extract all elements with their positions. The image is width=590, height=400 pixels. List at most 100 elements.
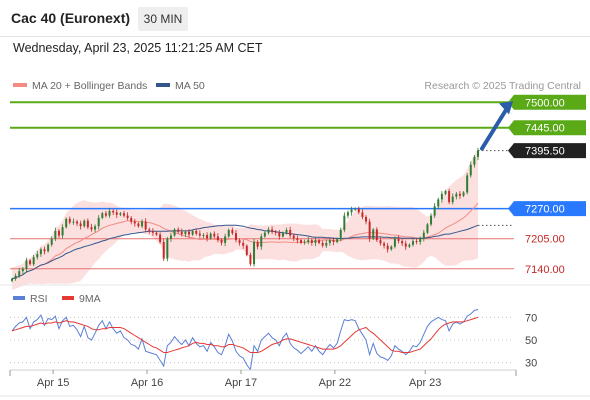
- candle-body: [97, 217, 100, 227]
- candle-body: [469, 164, 472, 176]
- candle-body: [90, 227, 93, 230]
- candle-body: [386, 245, 389, 250]
- candle-body: [36, 254, 39, 258]
- candle-body: [458, 193, 461, 196]
- candle-body: [393, 238, 396, 247]
- candle-body: [274, 231, 277, 233]
- candle-body: [83, 220, 86, 227]
- candle-body: [354, 208, 357, 210]
- level-label-1: 7445.00: [525, 123, 565, 135]
- legend-ma50-label: MA 50: [175, 80, 205, 92]
- candle-body: [451, 196, 454, 203]
- x-tick-label-1: Apr 16: [131, 377, 163, 389]
- candle-body: [112, 210, 115, 213]
- candle-body: [325, 242, 328, 246]
- candle-body: [238, 240, 241, 243]
- candle-body: [177, 229, 180, 232]
- level-label-5: 7140.00: [525, 264, 565, 276]
- candle-body: [260, 236, 263, 247]
- legend-rsi: RSI: [13, 293, 48, 305]
- candle-body: [166, 238, 169, 259]
- candle-body: [307, 240, 310, 242]
- candle-body: [47, 244, 50, 252]
- candle-body: [234, 233, 237, 241]
- candle-body: [126, 215, 129, 218]
- forecast-arrow-head: [499, 101, 513, 115]
- candle-body: [206, 235, 209, 239]
- candle-body: [296, 238, 299, 241]
- level-tag-3: [508, 201, 586, 217]
- candle-body: [169, 235, 172, 239]
- candle-body: [159, 234, 162, 242]
- candle-body: [473, 156, 476, 165]
- candle-body: [122, 213, 125, 216]
- candle-body: [372, 229, 375, 239]
- candle-body: [220, 240, 223, 243]
- candle-body: [191, 230, 194, 235]
- candle-body: [477, 150, 479, 157]
- candle-body: [379, 240, 382, 244]
- x-tick-label-3: Apr 22: [319, 377, 351, 389]
- rsi-ma-line: [11, 316, 479, 353]
- candle-body: [104, 213, 107, 216]
- candle-body: [213, 233, 216, 237]
- candle-body: [328, 240, 331, 243]
- candle-body: [444, 191, 447, 194]
- candle-body: [455, 193, 458, 197]
- rsi-tick-label-2: 70: [525, 312, 537, 324]
- candle-body: [115, 212, 118, 215]
- chart-header: Cac 40 (Euronext) 30 MIN: [0, 0, 590, 36]
- level-tag-0: [508, 94, 586, 110]
- candle-body: [72, 221, 75, 223]
- level-tag-1: [508, 120, 586, 136]
- candle-body: [253, 241, 256, 265]
- candle-body: [43, 249, 46, 252]
- candle-body: [101, 213, 104, 218]
- candle-body: [209, 233, 212, 239]
- candle-body: [148, 229, 151, 231]
- candle-body: [390, 246, 393, 250]
- ma20-swatch: [13, 83, 27, 88]
- candle-body: [426, 224, 429, 233]
- x-tick-label-2: Apr 17: [225, 377, 257, 389]
- forecast-arrow-shaft: [480, 106, 509, 151]
- candle-body: [271, 229, 274, 232]
- candle-body: [119, 213, 122, 215]
- legend-ma20: MA 20 + Bollinger Bands: [13, 80, 147, 92]
- candle-body: [11, 278, 13, 281]
- candle-body: [415, 241, 418, 243]
- candle-body: [292, 235, 295, 239]
- timeframe-button[interactable]: 30 MIN: [138, 7, 188, 31]
- candle-body: [86, 220, 89, 228]
- candle-body: [32, 257, 35, 265]
- candle-body: [141, 221, 144, 227]
- candle-body: [318, 240, 321, 243]
- candle-body: [404, 243, 407, 247]
- candle-body: [368, 221, 371, 239]
- candle-body: [57, 230, 60, 236]
- candle-body: [411, 241, 414, 245]
- candle-body: [133, 221, 136, 224]
- rsi-tick-label-0: 30: [525, 358, 537, 370]
- rsi-swatch: [13, 296, 25, 301]
- candle-body: [18, 271, 21, 276]
- candle-body: [437, 199, 440, 207]
- candle-body: [162, 241, 165, 259]
- ma50-line: [11, 224, 479, 280]
- candle-body: [94, 226, 97, 230]
- candle-body: [68, 218, 71, 223]
- candle-body: [184, 231, 187, 235]
- candle-body: [343, 215, 346, 230]
- candle-body: [245, 245, 248, 255]
- candle-body: [54, 230, 57, 239]
- candle-body: [108, 210, 111, 216]
- candle-body: [50, 238, 53, 245]
- candle-body: [401, 241, 404, 244]
- ma20-line: [11, 202, 479, 280]
- candle-body: [357, 208, 360, 213]
- candle-body: [303, 241, 306, 243]
- candle-body: [224, 236, 227, 243]
- legend-rsi-ma: 9MA: [62, 293, 101, 305]
- bollinger-band: [12, 148, 478, 291]
